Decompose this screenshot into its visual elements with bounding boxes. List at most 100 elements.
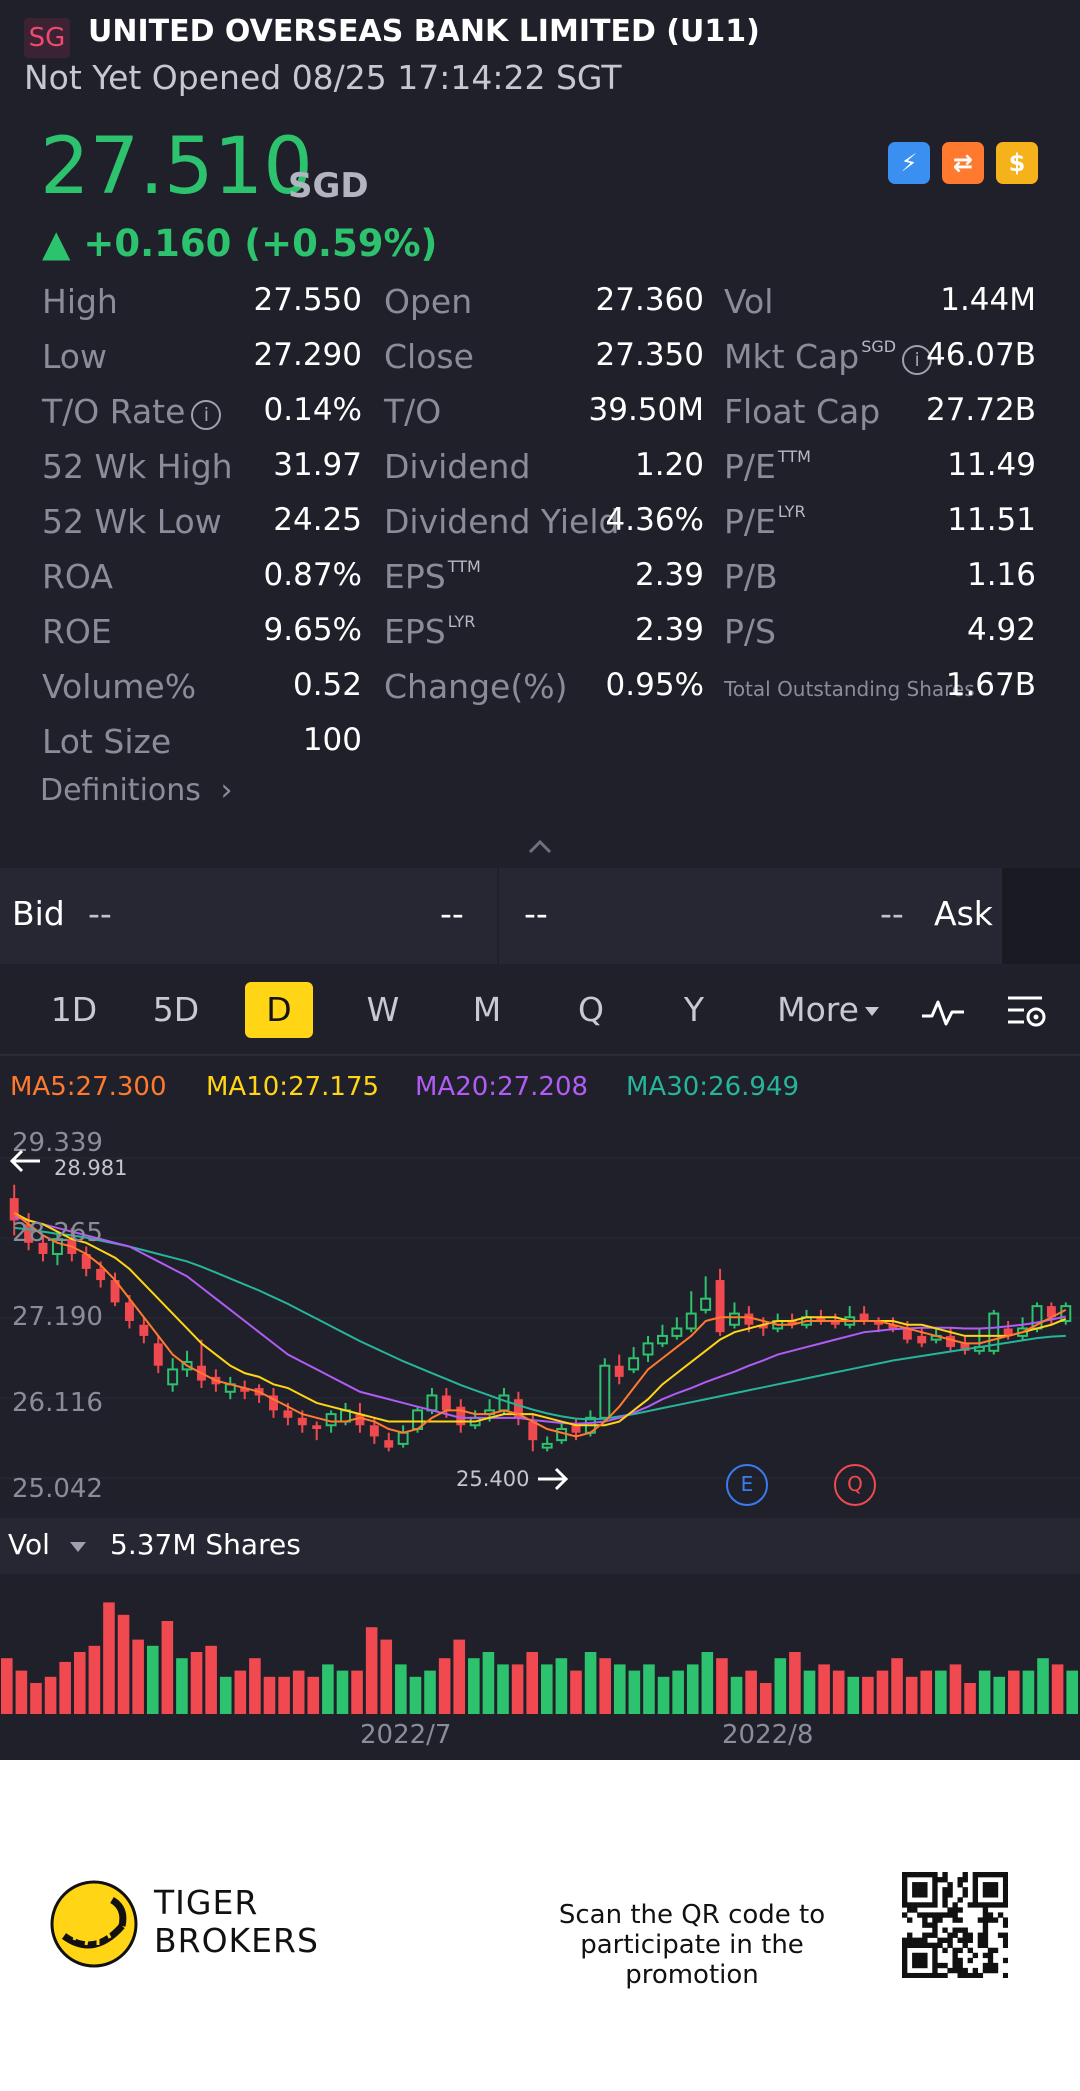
qr-module — [917, 1902, 923, 1908]
volume-bar — [789, 1652, 801, 1714]
tab-m[interactable]: M — [472, 990, 502, 1029]
qr-module — [922, 1942, 928, 1949]
stats-row: Lot Size 100 — [0, 718, 1080, 773]
volume-bar — [1, 1658, 13, 1714]
qr-module — [917, 1882, 923, 1888]
qr-module — [942, 1902, 948, 1908]
quarterly-marker[interactable]: Q — [834, 1464, 876, 1506]
volume-bar — [949, 1664, 962, 1714]
volume-bar — [307, 1676, 320, 1714]
definitions-link[interactable]: Definitions › — [40, 773, 233, 808]
qr-module — [972, 1877, 979, 1883]
lightning-icon[interactable]: ⚡ — [888, 142, 930, 184]
stats-row: 52 Wk Low 24.25 Dividend Yield 4.36% P/E LY… — [0, 498, 1080, 553]
candle — [224, 1376, 236, 1400]
candle — [614, 1354, 624, 1385]
qr-module — [932, 1962, 938, 1969]
candle — [456, 1399, 466, 1433]
brand-name: TIGER BROKERS — [154, 1883, 319, 1960]
candle — [269, 1388, 278, 1418]
qr-module — [952, 1967, 958, 1974]
qr-module — [942, 1972, 948, 1978]
qr-module — [952, 1952, 958, 1959]
tab-more[interactable]: More — [770, 982, 886, 1038]
qr-module — [912, 1892, 918, 1898]
qr-module — [987, 1917, 994, 1923]
dollar-icon[interactable]: $ — [996, 142, 1038, 184]
volume-bar — [555, 1658, 568, 1714]
qr-module — [947, 1967, 953, 1974]
bid-size: -- — [440, 894, 464, 933]
qr-module — [977, 1872, 984, 1878]
qr-module — [927, 1872, 933, 1878]
chevron-up-icon[interactable] — [526, 836, 554, 856]
volume-bar — [759, 1683, 772, 1714]
tab-d[interactable]: D — [245, 982, 313, 1038]
qr-module — [957, 1957, 963, 1964]
volume-bar — [161, 1621, 174, 1714]
chart-settings-icon[interactable] — [1002, 986, 1052, 1036]
candle — [729, 1302, 740, 1329]
tab-w[interactable]: W — [366, 990, 400, 1029]
qr-module — [987, 1882, 994, 1888]
candle — [844, 1306, 856, 1329]
qr-module — [977, 1942, 984, 1949]
info-icon[interactable]: i — [191, 400, 222, 430]
volume-bar — [978, 1670, 991, 1714]
qr-module — [977, 1937, 984, 1943]
qr-module — [902, 1972, 908, 1978]
candlestick-chart[interactable] — [0, 1118, 1080, 1518]
qr-module — [982, 1962, 989, 1969]
qr-module — [922, 1917, 928, 1923]
qr-module — [962, 1942, 968, 1949]
qr-module — [922, 1932, 928, 1938]
stat-to: T/O 39.50M — [384, 392, 704, 431]
qr-module — [987, 1892, 994, 1898]
volume-header[interactable]: Vol 5.37M Shares — [0, 1518, 1080, 1574]
qr-module — [987, 1947, 994, 1954]
qr-module — [932, 1927, 938, 1933]
earnings-marker[interactable]: E — [726, 1464, 768, 1506]
tab-y[interactable]: Y — [683, 990, 705, 1029]
candle — [24, 1213, 34, 1251]
volume-bar — [482, 1652, 495, 1714]
tab-5d[interactable]: 5D — [152, 990, 200, 1029]
qr-module — [977, 1972, 984, 1978]
qr-module — [967, 1972, 973, 1978]
candle — [685, 1291, 697, 1333]
stat-eps-ttm: EPS TTM 2.39 — [384, 557, 704, 596]
qr-module — [957, 1972, 963, 1978]
candle — [960, 1335, 970, 1355]
indicator-icon[interactable] — [918, 986, 968, 1036]
candle — [1017, 1317, 1029, 1340]
qr-module — [947, 1887, 953, 1893]
tab-q[interactable]: Q — [578, 990, 604, 1029]
candle — [9, 1184, 19, 1236]
qr-code[interactable] — [902, 1872, 1008, 1978]
qr-module — [982, 1952, 989, 1959]
qr-module — [907, 1942, 913, 1949]
qr-module — [1002, 1872, 1008, 1878]
ask-label: Ask — [934, 894, 993, 933]
volume-bar — [803, 1670, 816, 1714]
stats-row: ROA 0.87% EPS TTM 2.39 P/B 1.16 — [0, 553, 1080, 608]
stat-pe-ttm: P/E TTM 11.49 — [724, 447, 1036, 486]
qr-module — [1002, 1917, 1008, 1923]
bid-ask-bar: Bid -- -- -- -- Ask — [0, 868, 1080, 964]
chart-swap-icon[interactable]: ⇄ — [942, 142, 984, 184]
tab-1d[interactable]: 1D — [50, 990, 98, 1029]
qr-module — [937, 1972, 943, 1978]
volume-bar — [453, 1639, 466, 1714]
info-icon[interactable]: i — [902, 345, 933, 375]
volume-bar — [205, 1645, 217, 1714]
candle — [513, 1391, 523, 1426]
qr-module — [942, 1877, 948, 1883]
qr-module — [952, 1927, 958, 1933]
qr-module — [962, 1937, 968, 1943]
volume-bar — [15, 1670, 28, 1714]
bid-label: Bid — [12, 894, 65, 933]
qr-module — [977, 1902, 984, 1908]
qr-module — [1002, 1887, 1008, 1893]
qr-module — [907, 1972, 913, 1978]
volume-bar — [497, 1664, 509, 1714]
